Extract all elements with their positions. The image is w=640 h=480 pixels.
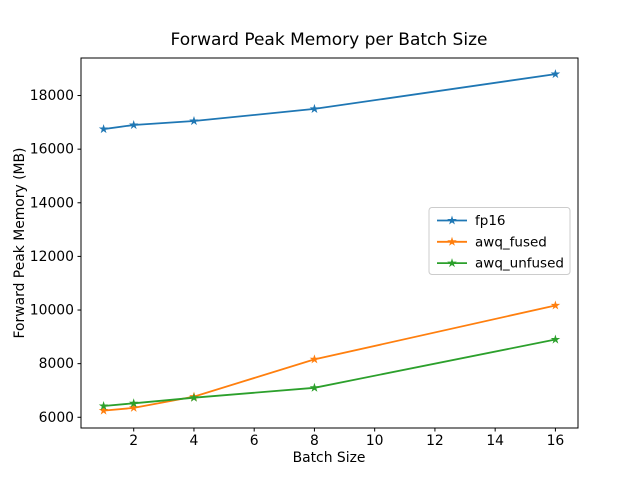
x-tick-label: 14 <box>486 433 504 449</box>
y-axis-label: Forward Peak Memory (MB) <box>12 147 28 339</box>
x-tick-label: 10 <box>366 433 384 449</box>
legend-marker-awq_unfused <box>447 258 457 268</box>
x-tick-label: 4 <box>190 433 199 449</box>
series-marker-fp16 <box>129 120 139 130</box>
series-marker-fp16 <box>98 124 109 134</box>
series-marker-awq_unfused <box>189 392 199 402</box>
series-marker-fp16 <box>550 69 561 79</box>
series-marker-fp16 <box>309 103 320 113</box>
plot-border <box>80 57 579 429</box>
legend-label-awq_fused: awq_fused <box>475 234 547 250</box>
x-tick-label: 16 <box>547 433 565 449</box>
x-tick-label: 8 <box>310 433 319 449</box>
series-marker-awq_fused <box>309 354 320 364</box>
y-tick-label: 14000 <box>30 195 74 211</box>
series-marker-awq_fused <box>98 405 109 415</box>
series-marker-awq_unfused <box>129 398 139 408</box>
legend-label-awq_unfused: awq_unfused <box>475 256 564 272</box>
x-axis-label: Batch Size <box>292 450 366 466</box>
legend-marker-awq_fused <box>447 236 457 246</box>
series-marker-awq_unfused <box>309 382 320 392</box>
series-marker-awq_fused <box>129 402 139 412</box>
y-tick-label: 10000 <box>30 303 74 319</box>
y-tick-label: 12000 <box>30 249 74 265</box>
y-tick-label: 18000 <box>30 88 74 104</box>
series-line-awq_fused <box>103 304 556 412</box>
x-tick-label: 12 <box>426 433 444 449</box>
series-marker-fp16 <box>189 116 199 126</box>
legend-label-fp16: fp16 <box>475 213 506 229</box>
x-tick-label: 6 <box>250 433 259 449</box>
legend-box <box>428 207 571 275</box>
legend-marker-fp16 <box>447 215 457 225</box>
series-marker-awq_unfused <box>98 401 109 411</box>
y-tick-label: 16000 <box>30 142 74 158</box>
series-line-awq_unfused <box>103 338 556 407</box>
y-tick-label: 8000 <box>39 356 74 372</box>
series-marker-awq_unfused <box>550 334 561 344</box>
x-tick-label: 2 <box>129 433 138 449</box>
y-tick-label: 6000 <box>39 410 74 426</box>
series-line-fp16 <box>103 73 556 130</box>
chart-title: Forward Peak Memory per Batch Size <box>170 30 488 50</box>
series-marker-awq_fused <box>550 300 561 310</box>
